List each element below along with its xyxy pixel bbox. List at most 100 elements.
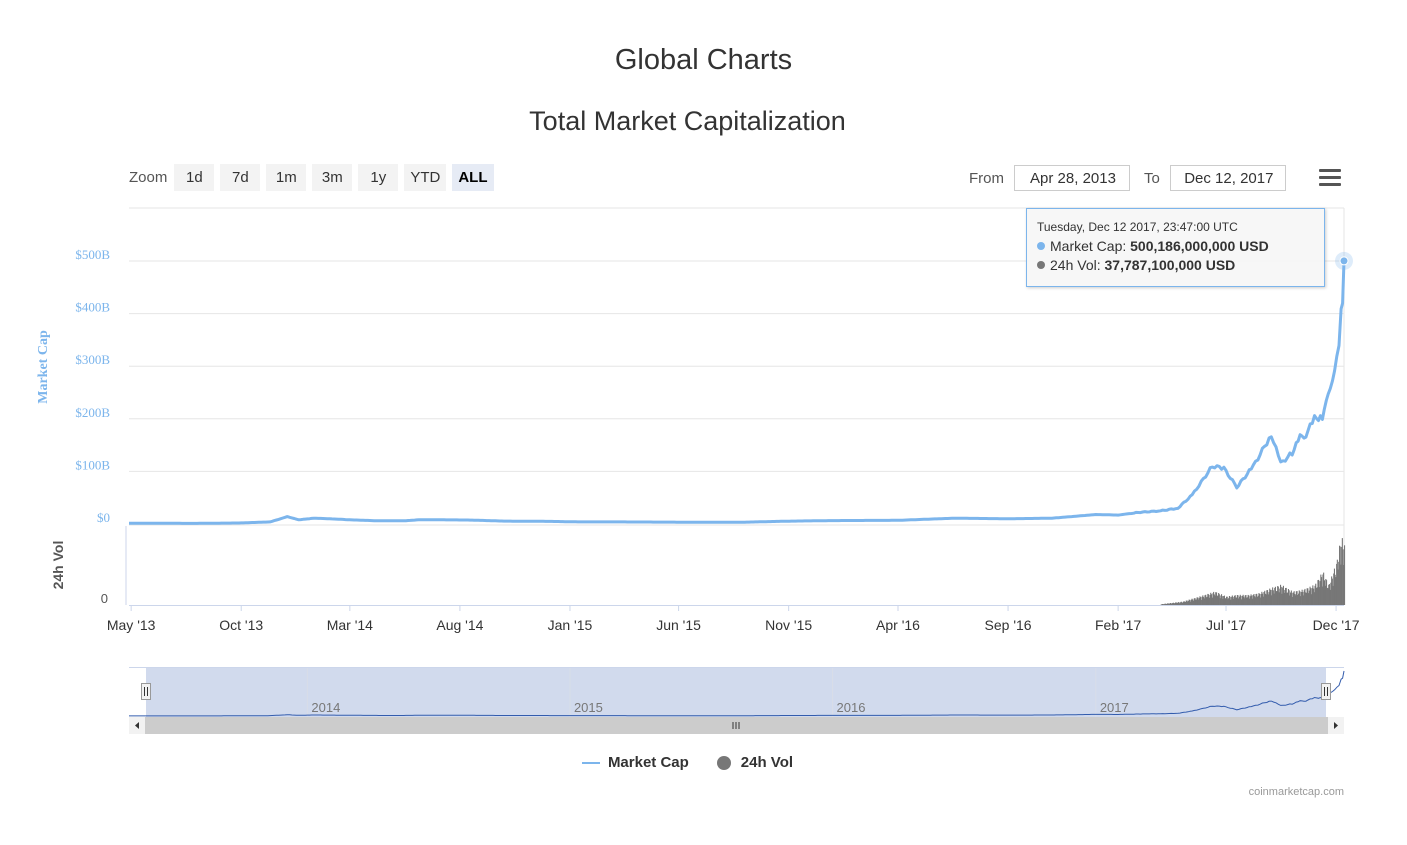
volume-bar <box>1250 594 1252 605</box>
volume-bar <box>1341 546 1343 605</box>
volume-bar <box>1169 603 1171 605</box>
volume-bar <box>1295 591 1297 605</box>
volume-bar <box>1244 595 1246 605</box>
volume-bar <box>1167 603 1169 605</box>
legend-item-24h-vol[interactable]: 24h Vol <box>716 754 793 771</box>
zoom-1m-button[interactable]: 1m <box>266 164 307 191</box>
volume-bar <box>1241 599 1243 605</box>
zoom-1d-button[interactable]: 1d <box>174 164 215 191</box>
volume-bar <box>1172 603 1174 605</box>
volume-bar <box>1236 595 1238 605</box>
volume-bar <box>1217 595 1219 605</box>
volume-bar <box>1308 590 1310 605</box>
to-date-input[interactable] <box>1169 165 1286 191</box>
volume-bar <box>1193 598 1195 605</box>
volume-bar <box>1253 594 1255 605</box>
volume-bar <box>1214 595 1216 605</box>
volume-bar <box>1252 595 1254 605</box>
circle-icon <box>716 755 731 770</box>
navigator-right-handle[interactable] <box>1321 683 1331 700</box>
volume-bar <box>1211 597 1213 605</box>
volume-bar <box>1160 604 1162 605</box>
hamburger-menu-icon[interactable] <box>1319 169 1341 187</box>
volume-bar <box>1268 592 1270 605</box>
market-cap-line <box>129 260 1346 525</box>
volume-bar <box>1258 593 1260 605</box>
date-range-selector: From To <box>969 164 1300 192</box>
volume-bar <box>1307 588 1309 605</box>
volume-bar <box>1227 599 1229 605</box>
y-tick-label: $0 <box>97 510 110 525</box>
volume-bar <box>1203 598 1205 605</box>
volume-bar <box>1310 588 1312 605</box>
volume-bar <box>1222 598 1224 605</box>
volume-bar <box>1263 592 1265 605</box>
volume-bar <box>1218 594 1220 605</box>
zoom-7d-button[interactable]: 7d <box>220 164 261 191</box>
navigator-left-handle[interactable] <box>141 683 151 700</box>
volume-bar <box>1195 599 1197 605</box>
volume-bar <box>1282 585 1284 605</box>
volume-bar <box>1285 587 1287 605</box>
volume-bar <box>1276 591 1278 605</box>
volume-bar <box>1328 584 1330 605</box>
volume-bar <box>1278 592 1280 605</box>
volume-bar <box>1210 592 1212 605</box>
scroll-right-arrow-icon <box>1334 722 1338 729</box>
volume-bar <box>1173 603 1175 605</box>
navigator-year-label: 2015 <box>574 700 603 715</box>
volume-bar <box>1175 602 1177 605</box>
volume-bar <box>1215 592 1217 605</box>
volume-bar <box>1197 597 1199 605</box>
navigator[interactable]: 2014 2015 2016 2017 <box>129 667 1345 718</box>
volume-bar <box>1203 597 1205 605</box>
volume-bar <box>1277 586 1279 605</box>
hover-marker <box>1339 256 1349 266</box>
volume-bar <box>1231 595 1233 605</box>
volume-bar <box>1237 595 1239 605</box>
volume-bar <box>1225 598 1227 605</box>
volume-bar <box>1292 597 1294 605</box>
volume-bar <box>1212 593 1214 605</box>
from-date-input[interactable] <box>1014 165 1130 191</box>
navigator-year-label: 2016 <box>837 700 866 715</box>
volume-bar <box>1251 595 1253 605</box>
volume-bar <box>1266 590 1268 605</box>
credits-link[interactable]: coinmarketcap.com <box>1248 786 1344 798</box>
volume-bar <box>1206 596 1208 605</box>
volume-bar <box>1209 595 1211 605</box>
volume-bar <box>1216 592 1218 605</box>
navigator-selected-mask[interactable] <box>146 668 1326 717</box>
zoom-all-button[interactable]: ALL <box>452 164 494 191</box>
volume-bar <box>1239 596 1241 605</box>
volume-bar <box>1257 596 1259 605</box>
volume-bar <box>1292 592 1294 605</box>
volume-bar <box>1267 590 1269 605</box>
volume-bar <box>1321 577 1323 605</box>
zoom-ytd-button[interactable]: YTD <box>404 164 447 191</box>
volume-bar <box>1342 549 1344 605</box>
volume-bar <box>1198 598 1200 605</box>
page-title: Global Charts <box>614 44 793 76</box>
scrollbar[interactable] <box>129 717 1344 734</box>
volume-bar <box>1199 596 1201 605</box>
volume-bar <box>1186 600 1188 605</box>
y-tick-label: $300B <box>75 352 110 367</box>
volume-bar <box>1282 587 1284 605</box>
volume-bar <box>1331 578 1333 605</box>
volume-bar <box>1184 601 1186 605</box>
volume-bar <box>1245 595 1247 605</box>
volume-bar <box>1339 546 1341 605</box>
navigator-series-line <box>129 670 1345 717</box>
volume-bar <box>1218 593 1220 605</box>
legend-item-market-cap[interactable]: Market Cap <box>581 754 689 771</box>
volume-bar <box>1249 596 1251 605</box>
volume-bar <box>1301 589 1303 605</box>
zoom-1y-button[interactable]: 1y <box>358 164 399 191</box>
volume-bar <box>1231 596 1233 605</box>
volume-bar <box>1306 588 1308 605</box>
volume-bar <box>1269 588 1271 605</box>
volume-bar <box>1248 595 1250 605</box>
zoom-3m-button[interactable]: 3m <box>312 164 353 191</box>
volume-bar <box>1226 596 1228 605</box>
